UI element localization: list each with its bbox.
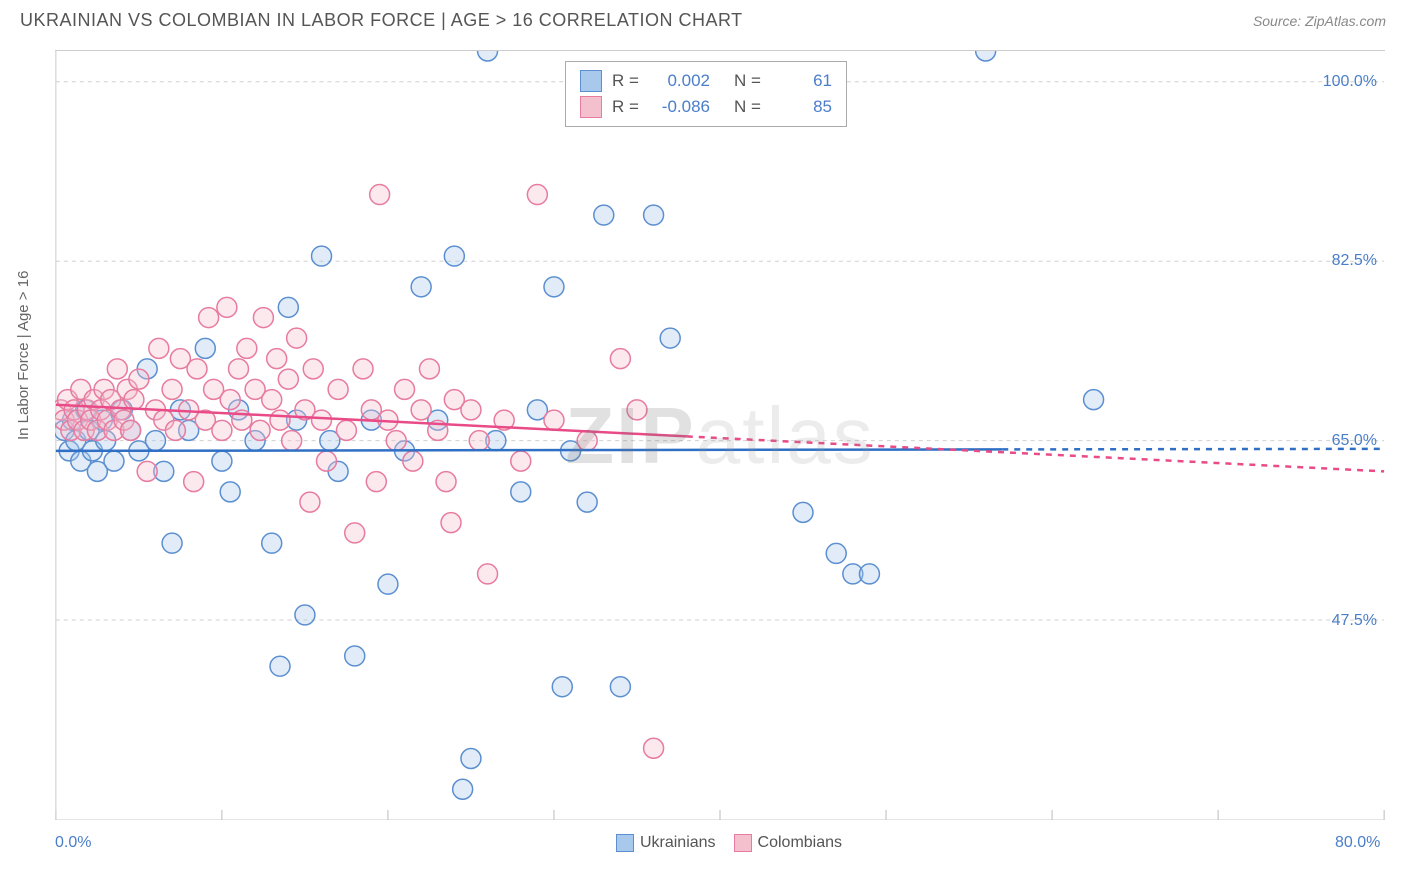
correlation-legend: R =0.002N =61R =-0.086N =85	[565, 61, 847, 127]
r-value: -0.086	[650, 97, 710, 117]
legend-swatch	[580, 70, 602, 92]
legend-row: R =0.002N =61	[580, 68, 832, 94]
y-tick-label: 47.5%	[1332, 612, 1377, 630]
y-axis-label: In Labor Force | Age > 16	[15, 271, 32, 440]
y-tick-label: 100.0%	[1323, 73, 1377, 91]
y-tick-label: 82.5%	[1332, 252, 1377, 270]
legend-swatch	[734, 834, 752, 852]
series-legend: Ukrainians Colombians	[55, 834, 1385, 852]
legend-swatch	[616, 834, 634, 852]
chart-area: ZIPatlas R =0.002N =61R =-0.086N =85 47.…	[55, 50, 1385, 820]
legend-row: R =-0.086N =85	[580, 94, 832, 120]
legend-label: Colombians	[758, 834, 842, 851]
legend-label: Ukrainians	[640, 834, 716, 851]
scatter-plot	[55, 51, 1385, 820]
y-tick-label: 65.0%	[1332, 432, 1377, 450]
source-label: Source: ZipAtlas.com	[1253, 13, 1386, 29]
legend-swatch	[580, 96, 602, 118]
chart-title: UKRAINIAN VS COLOMBIAN IN LABOR FORCE | …	[20, 10, 743, 31]
r-value: 0.002	[650, 71, 710, 91]
chart-header: UKRAINIAN VS COLOMBIAN IN LABOR FORCE | …	[0, 0, 1406, 39]
n-value: 85	[772, 97, 832, 117]
n-value: 61	[772, 71, 832, 91]
